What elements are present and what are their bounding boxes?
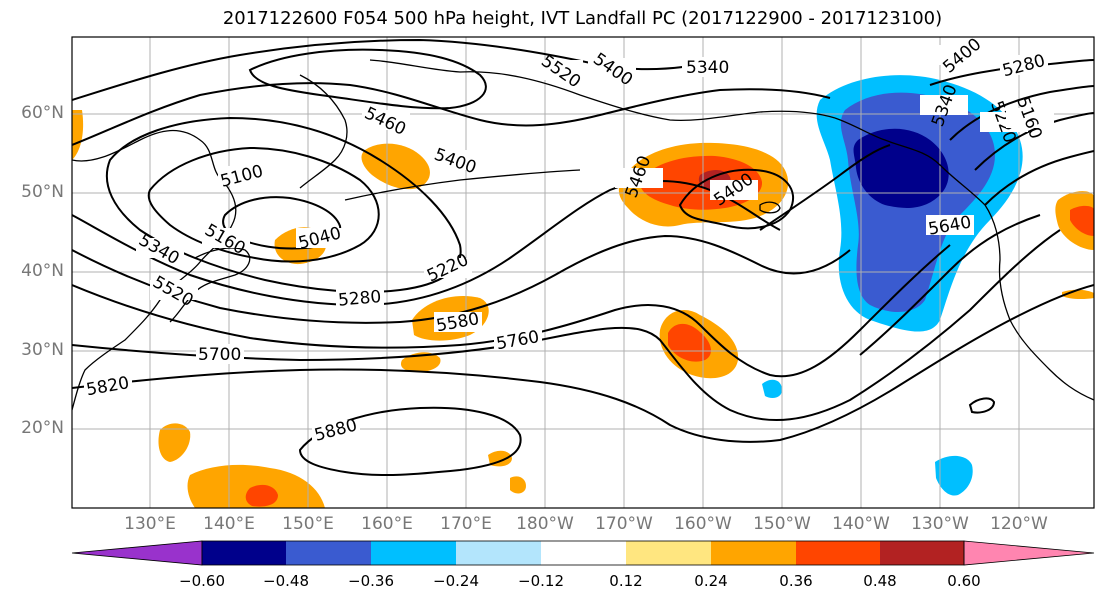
contour-path-20 <box>968 397 996 414</box>
chart-title: 2017122600 F054 500 hPa height, IVT Land… <box>222 8 943 29</box>
ivt-positive-west-1 <box>361 143 430 190</box>
contour-path-19 <box>859 214 1041 356</box>
colorbar-cell <box>711 541 796 565</box>
colorbar-tick: 0.60 <box>947 572 981 590</box>
coast-aleutians <box>344 169 581 201</box>
lon-label: 130°W <box>911 514 969 534</box>
contour-path-9 <box>72 244 951 378</box>
contour-path-8 <box>72 234 851 324</box>
colorbar-frame <box>201 540 965 566</box>
colorbar <box>71 540 1095 566</box>
contour-path-17 <box>974 112 1094 171</box>
contour-path-4 <box>147 146 380 263</box>
ivt-positive-east-core <box>1070 205 1094 236</box>
contour-path-18 <box>984 150 1094 206</box>
contour-path-2 <box>72 82 831 146</box>
contour-path-11 <box>72 284 1094 443</box>
colorbar-cell <box>880 541 964 565</box>
ivt-positive-south-4 <box>510 476 526 494</box>
lon-label: 160°W <box>674 514 732 534</box>
contour-path-7 <box>72 180 781 307</box>
colorbar-tick: −0.24 <box>433 572 479 590</box>
lon-label: 140°W <box>832 514 890 534</box>
lat-label: 60°N <box>21 103 64 123</box>
colorbar-cell <box>541 541 626 565</box>
contour-path-3 <box>248 48 487 110</box>
lon-label: 170°E <box>440 514 492 534</box>
colorbar-tick: −0.48 <box>263 572 309 590</box>
lon-label: 140°E <box>203 514 255 534</box>
lon-label: 120°W <box>990 514 1048 534</box>
colorbar-cell <box>796 541 880 565</box>
ivt-positive-south-1 <box>158 423 191 462</box>
colorbar-tick: −0.36 <box>348 572 394 590</box>
coast-kamchatka <box>299 74 348 189</box>
colorbar-tick: 0.24 <box>694 572 728 590</box>
coast-islands-2 <box>759 201 781 214</box>
colorbar-tick: 0.48 <box>863 572 897 590</box>
lon-label: 130°E <box>124 514 176 534</box>
ivt-negative-small <box>935 455 973 496</box>
contour-label: 5340 <box>686 58 729 78</box>
contour-path-16 <box>949 85 1094 141</box>
lat-label: 20°N <box>21 418 64 438</box>
lon-label: 150°E <box>282 514 334 534</box>
colorbar-cell <box>286 541 371 565</box>
lat-label: 50°N <box>21 182 64 202</box>
colorbar-tick: 0.12 <box>609 572 643 590</box>
contour-label: 5280 <box>337 287 382 311</box>
lat-label: 40°N <box>21 261 64 281</box>
colorbar-extend-high <box>963 540 1095 566</box>
colorbar-extend-low <box>71 540 203 566</box>
coast-alaska <box>369 59 836 121</box>
lon-label: 150°W <box>753 514 811 534</box>
colorbar-cell <box>371 541 456 565</box>
ivt-negative-dark <box>853 128 949 208</box>
ivt-positive-central-core <box>668 323 712 362</box>
coast-japan <box>169 247 251 323</box>
ivt-positive-south-3 <box>245 484 278 507</box>
contour-path-14 <box>759 144 891 231</box>
map-frame <box>71 36 1095 509</box>
lon-label: 170°W <box>595 514 653 534</box>
colorbar-cell <box>202 541 286 565</box>
colorbar-tick: −0.60 <box>179 572 225 590</box>
lon-label: 180°W <box>516 514 574 534</box>
contour-label: 5700 <box>198 345 241 365</box>
colorbar-tick: 0.36 <box>779 572 813 590</box>
colorbar-tick: −0.12 <box>518 572 564 590</box>
contour-path-10 <box>72 229 1061 421</box>
colorbar-cell <box>456 541 541 565</box>
lon-label: 160°E <box>361 514 413 534</box>
contour-path-12 <box>298 406 522 477</box>
colorbar-cell <box>626 541 711 565</box>
ivt-negative-dot <box>762 379 782 398</box>
ivt-positive-west-5 <box>72 110 84 160</box>
lat-label: 30°N <box>21 340 64 360</box>
